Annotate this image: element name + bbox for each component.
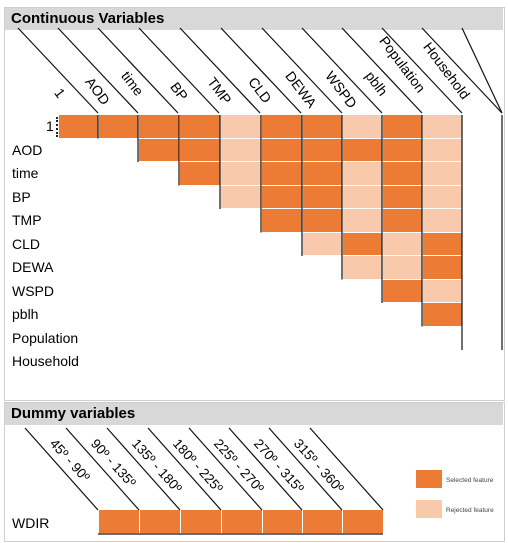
dummy-column-divider-line xyxy=(106,427,181,511)
dummy-column-divider-line xyxy=(268,427,343,511)
column-divider-line xyxy=(17,27,99,114)
dummy-section-frame xyxy=(4,402,505,542)
row-label-time: time xyxy=(12,165,39,181)
row-label-population: Population xyxy=(12,329,79,346)
column-divider-line xyxy=(179,27,261,114)
dummy-cell xyxy=(262,510,302,534)
row-label-1: 1 xyxy=(46,118,54,134)
column-divider-line xyxy=(261,27,343,114)
row-label-aod: AOD xyxy=(12,141,43,158)
dummy-column-divider-line xyxy=(309,427,384,511)
legend-rejected-swatch xyxy=(416,500,442,518)
column-divider-line xyxy=(381,27,463,114)
row-label-bp: BP xyxy=(12,188,31,205)
dummy-column-divider-line xyxy=(24,427,99,511)
row-guide-dots xyxy=(56,117,58,137)
row-label-wspd: WSPD xyxy=(12,282,54,299)
dummy-cell xyxy=(221,510,262,534)
dummy-column-divider-line xyxy=(147,427,222,511)
dummy-column-divider-line xyxy=(228,427,303,511)
dummy-column-divider-line xyxy=(65,427,140,511)
column-divider-line xyxy=(138,27,220,114)
legend-rejected-label: Rejected feature xyxy=(446,507,494,514)
legend-selected-label: Selected feature xyxy=(446,477,494,484)
row-label-pblh: pblh xyxy=(12,306,39,322)
dummy-cell xyxy=(180,510,221,534)
row-label-dewa: DEWA xyxy=(12,259,54,275)
legend-selected-swatch xyxy=(416,470,442,488)
dummy-cell xyxy=(302,510,342,534)
dummy-variables-header: Dummy variables xyxy=(5,403,503,425)
wdir-row-label: WDIR xyxy=(12,515,50,531)
dummy-column-divider-line xyxy=(188,427,263,511)
column-divider-line xyxy=(220,27,302,114)
row-label-household: Household xyxy=(12,353,79,369)
row-label-cld: CLD xyxy=(12,235,41,252)
continuous-variables-header: Continuous Variables xyxy=(5,8,503,30)
row-label-tmp: TMP xyxy=(12,212,42,228)
column-divider-line xyxy=(57,27,139,114)
column-divider-line xyxy=(421,27,503,114)
column-divider-line xyxy=(461,27,503,114)
matrix-cell xyxy=(58,115,98,139)
column-divider-line xyxy=(341,27,423,114)
column-divider-line xyxy=(301,27,383,114)
continuous-section-frame xyxy=(4,7,505,401)
column-divider-line xyxy=(97,27,179,114)
dummy-cell xyxy=(342,510,383,534)
